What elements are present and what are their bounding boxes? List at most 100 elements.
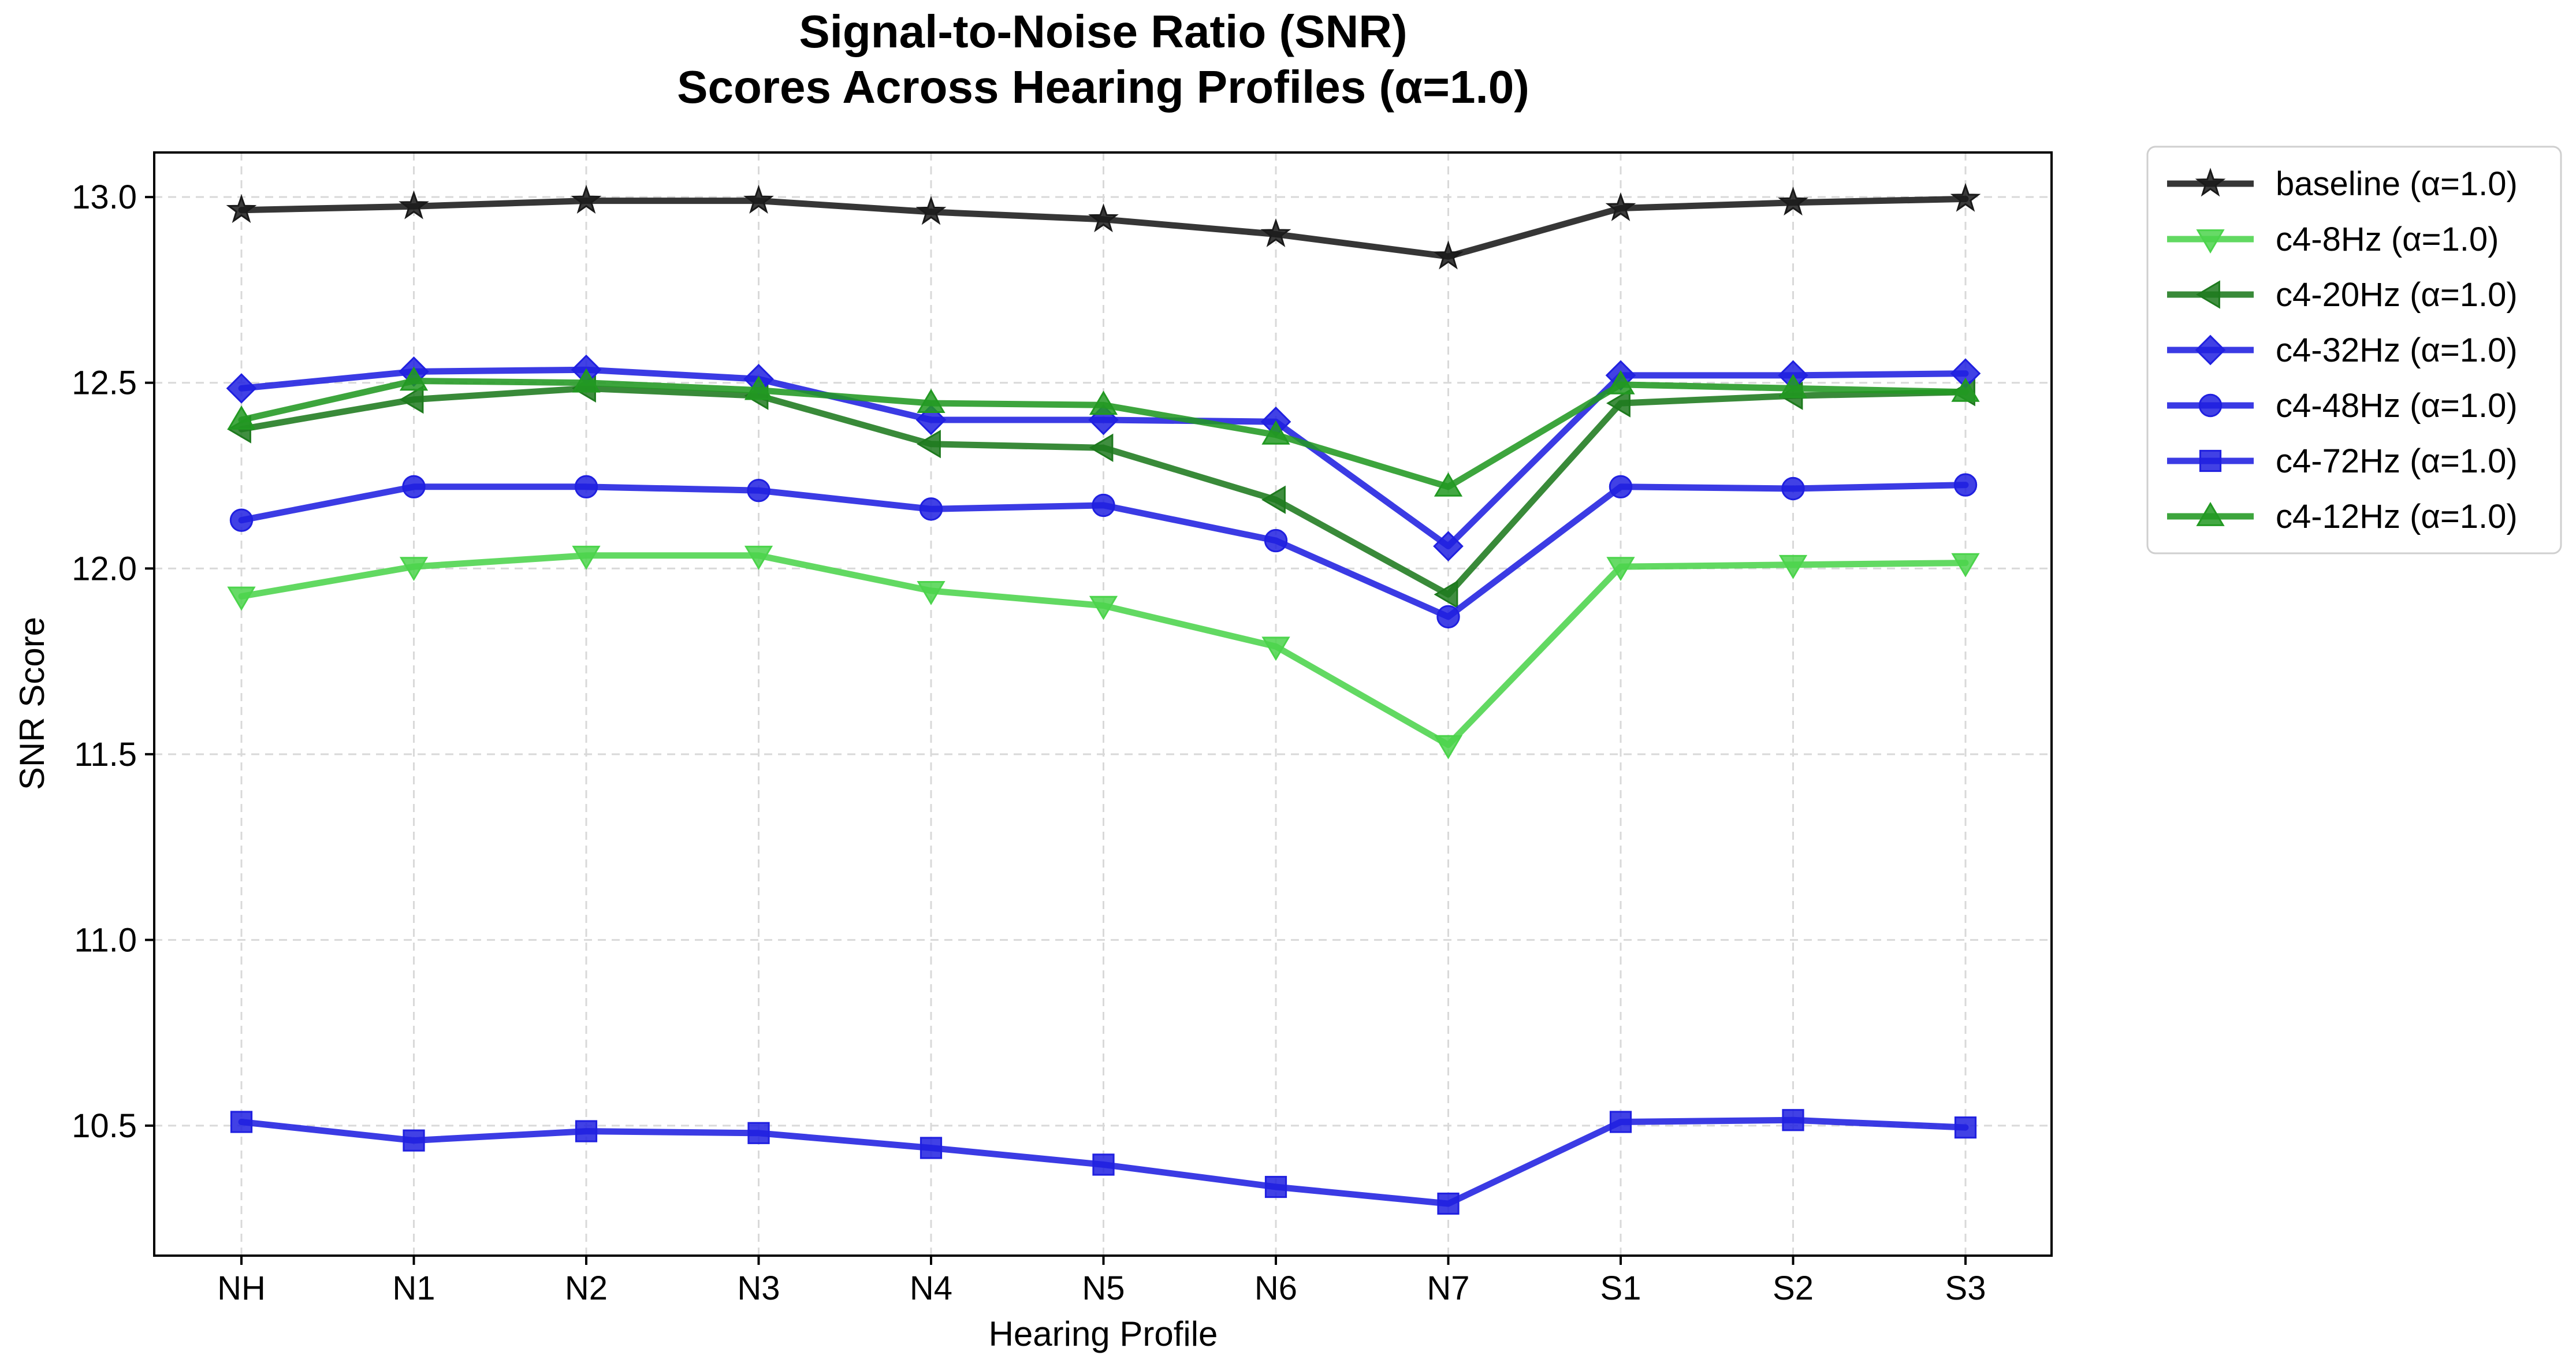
y-tick-label: 10.5 [72, 1107, 137, 1145]
data-point [919, 497, 943, 521]
x-tick-label: N7 [1427, 1270, 1469, 1307]
data-point [1261, 485, 1286, 514]
chart-title: Signal-to-Noise Ratio (SNR) [799, 6, 1407, 57]
series-c4-72Hz [230, 1109, 1977, 1215]
data-point [1261, 636, 1290, 661]
data-point [1951, 377, 1980, 402]
legend-marker [2195, 167, 2226, 197]
data-point [402, 475, 426, 498]
data-point [1434, 580, 1458, 609]
data-point [229, 508, 254, 532]
data-point [1433, 531, 1464, 562]
data-point [574, 475, 598, 498]
legend-label: c4-8Hz (α=1.0) [2276, 221, 2499, 258]
x-tick-label: NH [217, 1270, 266, 1307]
x-tick-label: N1 [392, 1270, 435, 1307]
data-point [1609, 1111, 1632, 1133]
y-axis-ticks: 10.5 11.0 11.5 12.0 12.5 13.0 [72, 178, 154, 1145]
legend-marker [2196, 229, 2225, 254]
x-tick-label: S1 [1600, 1270, 1641, 1307]
data-point [1782, 1109, 1804, 1131]
data-point [399, 557, 429, 582]
legend: baseline (α=1.0) c4-8Hz (α=1.0) c4-20Hz (α… [2146, 146, 2562, 554]
data-point [1434, 472, 1463, 497]
data-point [1606, 389, 1631, 418]
data-point [1433, 240, 1464, 270]
data-point [1264, 528, 1288, 553]
data-point [744, 545, 773, 570]
series-c4-12Hz [227, 366, 1980, 497]
legend-label: c4-12Hz (α=1.0) [2276, 498, 2518, 535]
data-point [1953, 473, 1978, 497]
data-point [227, 586, 256, 611]
data-point [747, 1122, 770, 1144]
legend-marker [2195, 334, 2226, 366]
data-point [1436, 605, 1460, 629]
legend-marker [2196, 280, 2220, 309]
data-point [399, 366, 429, 391]
data-point [747, 479, 770, 502]
data-point [572, 545, 601, 570]
data-point [1437, 1192, 1460, 1215]
data-point [1954, 1116, 1977, 1139]
data-point [920, 1137, 943, 1159]
legend-marker [2199, 449, 2222, 472]
legend-entry: c4-72Hz (α=1.0) [2167, 442, 2518, 480]
x-tick-label: N6 [1255, 1270, 1297, 1307]
data-point [1434, 735, 1463, 760]
data-point [1778, 374, 1808, 399]
data-point [744, 375, 773, 400]
data-point [571, 184, 602, 214]
legend-entry: c4-12Hz (α=1.0) [2167, 498, 2518, 535]
y-tick-label: 13.0 [72, 178, 137, 216]
data-point [399, 190, 429, 219]
data-point [1781, 476, 1805, 501]
data-point [399, 385, 424, 414]
legend-label: c4-48Hz (α=1.0) [2276, 387, 2518, 425]
x-axis-label: Hearing Profile [989, 1315, 1218, 1353]
data-point [226, 194, 257, 224]
data-point [226, 373, 257, 404]
data-point [1092, 1153, 1115, 1176]
x-tick-label: N2 [565, 1270, 608, 1307]
y-tick-label: 11.0 [74, 921, 137, 959]
plot-area-frame [153, 151, 2053, 1257]
legend-marker [2196, 502, 2225, 526]
legend-entry: baseline (α=1.0) [2167, 165, 2518, 203]
legend-frame [2146, 146, 2562, 554]
data-point [1950, 183, 1981, 212]
data-point [1261, 420, 1290, 445]
data-point [1260, 218, 1291, 247]
legend-entry: c4-32Hz (α=1.0) [2167, 332, 2518, 369]
data-point [1609, 475, 1633, 498]
y-tick-label: 11.5 [74, 736, 137, 773]
data-point [1089, 433, 1114, 462]
data-point [1778, 187, 1808, 216]
y-tick-label: 12.0 [72, 550, 137, 587]
legend-entry: c4-48Hz (α=1.0) [2167, 387, 2518, 425]
data-point [917, 430, 941, 459]
grid-lines [154, 152, 2052, 1256]
legend-marker [2198, 393, 2223, 418]
y-axis-label: SNR Score [13, 617, 51, 790]
data-point [1606, 557, 1635, 582]
x-tick-label: S2 [1773, 1270, 1814, 1307]
series-group [226, 183, 1981, 1215]
data-point [1089, 595, 1118, 620]
legend-entry: c4-8Hz (α=1.0) [2167, 221, 2499, 258]
data-point [572, 368, 601, 393]
x-tick-label: S3 [1945, 1270, 1986, 1307]
x-axis-ticks: NH N1 N2 N3 N4 N5 N6 N7 S1 S2 S3 [217, 1256, 1986, 1307]
data-point [1264, 1175, 1287, 1198]
data-point [230, 1111, 253, 1133]
data-point [227, 405, 256, 430]
legend-label: c4-72Hz (α=1.0) [2276, 442, 2518, 480]
data-point [1089, 390, 1118, 415]
data-point [1092, 493, 1115, 518]
data-point [1605, 192, 1636, 221]
data-point [1606, 370, 1635, 394]
data-point [917, 389, 945, 413]
data-point [743, 184, 774, 214]
legend-label: c4-20Hz (α=1.0) [2276, 276, 2518, 314]
